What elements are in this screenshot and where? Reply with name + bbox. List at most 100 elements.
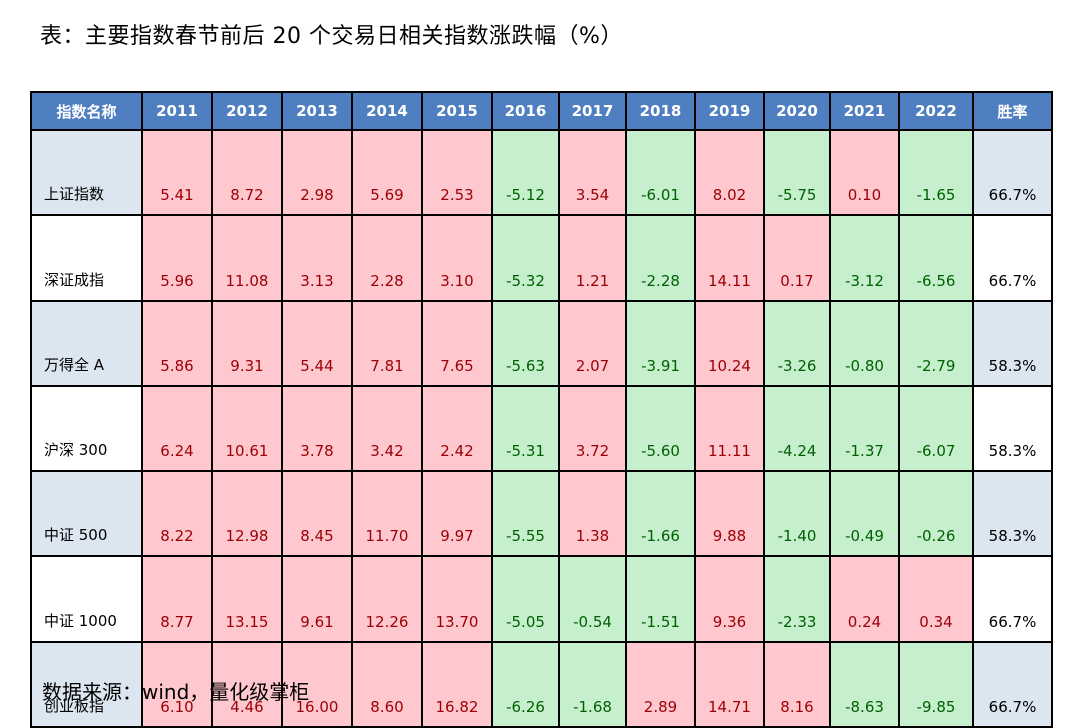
return-cell: -0.80: [829, 299, 900, 387]
return-cell: -5.63: [491, 299, 560, 387]
return-cell: 0.24: [829, 555, 900, 643]
return-cell: -0.54: [558, 555, 627, 643]
header-year: 2018: [625, 91, 696, 131]
return-cell: 9.36: [694, 555, 765, 643]
return-cell: -2.33: [763, 555, 831, 643]
return-cell: 5.96: [141, 214, 213, 302]
index-name-cell: 上证指数: [30, 128, 143, 217]
return-cell: 9.31: [211, 299, 283, 387]
return-cell: -5.60: [625, 384, 696, 473]
return-cell: -1.51: [625, 555, 696, 643]
header-year: 2017: [558, 91, 627, 131]
header-year: 2011: [141, 91, 213, 131]
return-cell: -3.91: [625, 299, 696, 387]
return-cell: 5.41: [141, 128, 213, 217]
return-cell: 10.24: [694, 299, 765, 387]
return-cell: 16.82: [421, 640, 493, 728]
return-cell: 7.65: [421, 299, 493, 387]
return-cell: -4.24: [763, 384, 831, 473]
header-year: 2015: [421, 91, 493, 131]
data-source-note: 数据来源：wind，量化级掌柜: [42, 680, 310, 704]
return-cell: -1.37: [829, 384, 900, 473]
return-cell: 12.98: [211, 470, 283, 558]
table-row: 沪深 300 6.24 10.61 3.78 3.42 2.42 -5.31 3.72 -5.6…: [30, 384, 1053, 473]
return-cell: -5.75: [763, 128, 831, 217]
index-name-cell: 沪深 300: [30, 384, 143, 473]
header-year: 2016: [491, 91, 560, 131]
return-cell: 8.22: [141, 470, 213, 558]
return-cell: 2.53: [421, 128, 493, 217]
header-index-name: 指数名称: [30, 91, 143, 131]
return-cell: 3.72: [558, 384, 627, 473]
return-cell: -6.01: [625, 128, 696, 217]
return-cell: -9.85: [898, 640, 974, 728]
return-cell: 1.21: [558, 214, 627, 302]
header-year: 2021: [829, 91, 900, 131]
return-cell: 5.44: [281, 299, 353, 387]
return-cell: 8.16: [763, 640, 831, 728]
table-row: 创业板指 6.10 4.46 16.00 8.60 16.82 -6.26 -1.68 2.89…: [30, 640, 1053, 728]
return-cell: -5.31: [491, 384, 560, 473]
return-cell: 12.26: [351, 555, 423, 643]
table-row: 万得全 A 5.86 9.31 5.44 7.81 7.65 -5.63 2.07 -3.91 1…: [30, 299, 1053, 387]
return-cell: -1.66: [625, 470, 696, 558]
return-cell: -6.26: [491, 640, 560, 728]
return-cell: 11.08: [211, 214, 283, 302]
table-row: 上证指数 5.41 8.72 2.98 5.69 2.53 -5.12 3.54 -6.01 8.…: [30, 128, 1053, 217]
return-cell: 9.88: [694, 470, 765, 558]
return-cell: -3.12: [829, 214, 900, 302]
return-cell: 8.45: [281, 470, 353, 558]
return-cell: -1.40: [763, 470, 831, 558]
index-name-cell: 中证 1000: [30, 555, 143, 643]
return-cell: 5.69: [351, 128, 423, 217]
return-cell: 10.61: [211, 384, 283, 473]
return-cell: 8.02: [694, 128, 765, 217]
index-returns-table: 指数名称 2011 2012 2013 2014 2015 2016 2017 2018 2019…: [30, 91, 1053, 728]
index-name-cell: 中证 500: [30, 470, 143, 558]
header-win-rate: 胜率: [972, 91, 1053, 131]
return-cell: 16.00: [281, 640, 353, 728]
return-cell: -5.12: [491, 128, 560, 217]
index-name-cell: 创业板指: [30, 640, 143, 728]
return-cell: -5.32: [491, 214, 560, 302]
return-cell: 2.89: [625, 640, 696, 728]
return-cell: 3.78: [281, 384, 353, 473]
table-row: 中证 500 8.22 12.98 8.45 11.70 9.97 -5.55 1.38 -1.…: [30, 470, 1053, 558]
header-year: 2013: [281, 91, 353, 131]
win-rate-cell: 58.3%: [972, 470, 1053, 558]
return-cell: 6.10: [141, 640, 213, 728]
return-cell: -5.55: [491, 470, 560, 558]
return-cell: -2.28: [625, 214, 696, 302]
return-cell: -0.26: [898, 470, 974, 558]
return-cell: -0.49: [829, 470, 900, 558]
return-cell: -2.79: [898, 299, 974, 387]
return-cell: 3.42: [351, 384, 423, 473]
win-rate-cell: 66.7%: [972, 555, 1053, 643]
return-cell: 0.34: [898, 555, 974, 643]
table-row: 中证 1000 8.77 13.15 9.61 12.26 13.70 -5.05 -0.54…: [30, 555, 1053, 643]
win-rate-cell: 66.7%: [972, 128, 1053, 217]
return-cell: 2.07: [558, 299, 627, 387]
win-rate-cell: 58.3%: [972, 299, 1053, 387]
return-cell: 2.98: [281, 128, 353, 217]
return-cell: 8.77: [141, 555, 213, 643]
header-year: 2014: [351, 91, 423, 131]
win-rate-cell: 58.3%: [972, 384, 1053, 473]
return-cell: 8.72: [211, 128, 283, 217]
return-cell: 3.10: [421, 214, 493, 302]
header-row: 指数名称 2011 2012 2013 2014 2015 2016 2017 2018 2019…: [30, 91, 1053, 131]
return-cell: 3.13: [281, 214, 353, 302]
header-year: 2020: [763, 91, 831, 131]
return-cell: 9.61: [281, 555, 353, 643]
table-title: 表：主要指数春节前后 20 个交易日相关指数涨跌幅（%）: [40, 24, 623, 49]
table-row: 深证成指 5.96 11.08 3.13 2.28 3.10 -5.32 1.21 -2.28 1…: [30, 214, 1053, 302]
return-cell: -6.07: [898, 384, 974, 473]
return-cell: -5.05: [491, 555, 560, 643]
return-cell: -1.65: [898, 128, 974, 217]
return-cell: 6.24: [141, 384, 213, 473]
return-cell: 13.70: [421, 555, 493, 643]
return-cell: 7.81: [351, 299, 423, 387]
return-cell: 14.11: [694, 214, 765, 302]
return-cell: 2.42: [421, 384, 493, 473]
return-cell: 8.60: [351, 640, 423, 728]
